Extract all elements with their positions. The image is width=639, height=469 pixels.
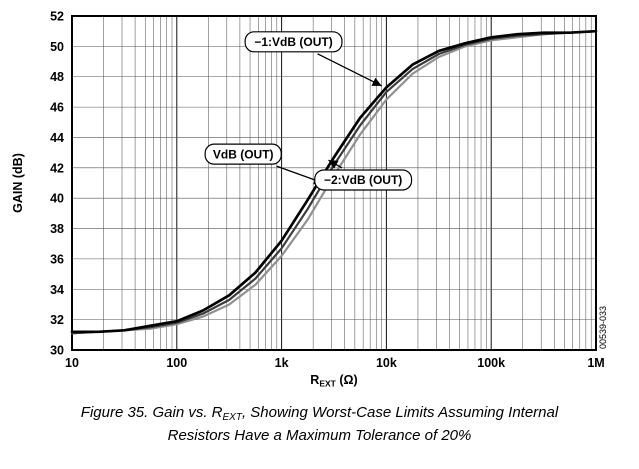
annotation-arrow bbox=[328, 159, 343, 169]
annotation-box bbox=[204, 143, 282, 165]
annotation-label: VdB (OUT) bbox=[213, 147, 274, 161]
caption-text: Figure 35. Gain vs. R bbox=[80, 404, 223, 421]
x-tick-label: 1M bbox=[587, 356, 604, 370]
caption-subscript: EXT bbox=[222, 412, 242, 423]
annotation-box bbox=[244, 31, 343, 53]
x-tick-label: 10k bbox=[376, 356, 397, 370]
y-tick-label: 42 bbox=[50, 161, 64, 175]
x-tick-label: 100 bbox=[166, 356, 187, 370]
annotation-label: −2:VdB (OUT) bbox=[324, 173, 402, 187]
y-tick-label: 46 bbox=[50, 101, 64, 115]
y-tick-label: 38 bbox=[50, 222, 64, 236]
y-axis-title: GAIN (dB) bbox=[11, 153, 25, 213]
y-tick-label: 48 bbox=[50, 70, 64, 84]
plot-border bbox=[71, 15, 597, 351]
y-tick-label: 44 bbox=[50, 131, 64, 145]
gain-vs-rext-chart: 30 32 34 36 38 40 42 44 46 48 50 52 10 100 1k 10k 100k 1M… bbox=[11, 10, 608, 389]
y-tick-label: 40 bbox=[50, 192, 64, 206]
x-tick-label: 1k bbox=[275, 356, 289, 370]
curve--1-vdb-out- bbox=[70, 29, 598, 334]
caption-text: , Showing Worst-Case Limits Assuming Int… bbox=[241, 404, 559, 421]
y-tick-label: 50 bbox=[50, 40, 64, 54]
annotation-arrow bbox=[317, 53, 382, 87]
figure-caption-line1: Figure 35. Gain vs. REXT, Showing Worst-… bbox=[0, 402, 639, 425]
figure-code: 00539-033 bbox=[598, 306, 608, 349]
x-tick-label: 100k bbox=[477, 356, 505, 370]
y-tick-label: 36 bbox=[50, 252, 64, 266]
x-tick-label: 10 bbox=[65, 356, 79, 370]
figure-caption: Figure 35. Gain vs. REXT, Showing Worst-… bbox=[0, 402, 639, 446]
x-axis-title: REXT (Ω) bbox=[310, 373, 357, 389]
y-tick-label: 52 bbox=[50, 10, 64, 24]
y-tick-label: 34 bbox=[50, 283, 64, 297]
annotation-box bbox=[314, 169, 413, 191]
annotation-label: −1:VdB (OUT) bbox=[254, 35, 332, 49]
y-tick-label: 32 bbox=[50, 313, 64, 327]
figure-caption-line2: Resistors Have a Maximum Tolerance of 20… bbox=[167, 427, 472, 444]
y-tick-label: 30 bbox=[50, 344, 64, 358]
